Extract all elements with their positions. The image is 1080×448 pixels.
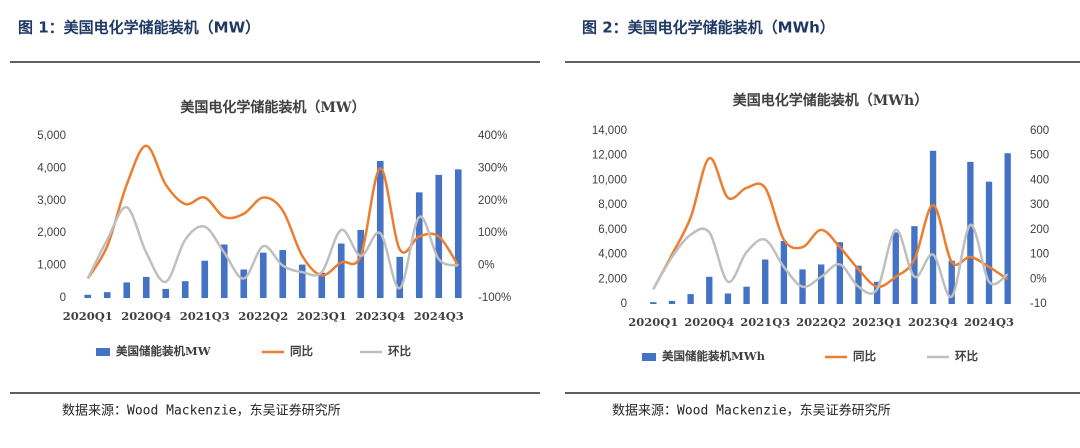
x-tick-label: 2022Q2 xyxy=(796,315,846,329)
y-tick-label: 10,000 xyxy=(592,174,627,186)
chart-title: 美国电化学储能装机（MWh） xyxy=(733,92,928,109)
bar xyxy=(201,260,209,298)
bar xyxy=(687,294,694,304)
x-tick-label: 2024Q3 xyxy=(414,309,464,323)
figure-title: 图 2：美国电化学储能装机（MWh） xyxy=(582,19,835,37)
bar xyxy=(279,250,287,298)
y2-tick-label: 500 xyxy=(1030,150,1049,162)
bar xyxy=(259,252,267,298)
x-tick-label: 2023Q1 xyxy=(297,309,347,323)
bar xyxy=(337,243,345,298)
legend-label: 美国储能装机MWh xyxy=(662,349,766,363)
bar xyxy=(873,281,881,304)
bar xyxy=(706,276,713,304)
x-tick-label: 2020Q4 xyxy=(684,315,734,329)
y2-tick-label: 400 xyxy=(1030,174,1049,186)
bar xyxy=(855,265,862,304)
legend-label: 环比 xyxy=(955,349,978,363)
y-tick-label: 2,000 xyxy=(598,273,627,285)
y2-tick-label: 400% xyxy=(478,130,507,142)
figure-title: 图 1：美国电化学储能装机（MW） xyxy=(18,19,260,37)
legend-label: 同比 xyxy=(290,344,313,358)
y-tick-label: 1,000 xyxy=(37,260,66,272)
legend-label: 环比 xyxy=(388,344,411,358)
y2-tick-label: 300% xyxy=(478,162,507,174)
bar xyxy=(123,282,131,298)
bar xyxy=(162,288,170,298)
y-tick-label: 3,000 xyxy=(37,195,66,207)
y-tick-label: 6,000 xyxy=(598,224,627,236)
x-tick-label: 2021Q3 xyxy=(740,315,790,329)
line xyxy=(652,156,1009,290)
bar xyxy=(911,226,918,304)
source: 数据来源：Wood Mackenzie，东吴证券研究所 xyxy=(62,403,341,419)
y-tick-label: 12,000 xyxy=(592,150,627,162)
y2-tick-label: 300 xyxy=(1030,199,1049,211)
bar xyxy=(298,264,306,298)
x-tick-label: 2021Q3 xyxy=(180,309,230,323)
bar xyxy=(84,294,92,298)
x-tick-label: 2020Q4 xyxy=(121,309,171,323)
y2-tick-label: -10 xyxy=(1030,298,1047,310)
y-tick-label: 2,000 xyxy=(37,227,66,239)
bar xyxy=(220,244,228,298)
source: 数据来源：Wood Mackenzie，东吴证券研究所 xyxy=(612,403,891,419)
legend-swatch xyxy=(96,348,110,356)
chart-title: 美国电化学储能装机（MW） xyxy=(180,99,365,116)
bar xyxy=(892,232,899,304)
bar xyxy=(948,260,955,304)
y-tick-label: 4,000 xyxy=(598,249,627,261)
bar xyxy=(318,272,326,298)
y2-tick-label: 200% xyxy=(478,195,507,207)
y2-tick-label: 100% xyxy=(478,227,507,239)
bar xyxy=(967,161,974,304)
bar xyxy=(376,160,384,298)
y2-tick-label: 100 xyxy=(1030,249,1049,261)
bar xyxy=(103,292,111,298)
bar xyxy=(240,269,248,298)
bar xyxy=(357,229,365,298)
bar xyxy=(780,240,788,304)
bar xyxy=(181,281,189,298)
y-tick-label: 0 xyxy=(621,298,627,310)
y2-tick-label: 200 xyxy=(1030,224,1049,236)
legend-label: 美国储能装机MW xyxy=(116,344,212,358)
x-tick-label: 2024Q3 xyxy=(964,315,1014,329)
y2-tick-label: -100% xyxy=(478,292,511,304)
x-tick-label: 2023Q4 xyxy=(908,315,958,329)
x-tick-label: 2023Q4 xyxy=(355,309,405,323)
bar xyxy=(396,256,404,298)
x-tick-label: 2022Q2 xyxy=(238,309,288,323)
y-tick-label: 8,000 xyxy=(598,199,627,211)
legend-label: 同比 xyxy=(853,349,876,363)
bar xyxy=(929,150,937,304)
legend-swatch xyxy=(642,353,656,361)
line xyxy=(652,223,1009,298)
y2-tick-label: 0% xyxy=(478,260,495,272)
bar xyxy=(743,286,750,304)
bar xyxy=(142,276,150,298)
y-tick-label: 14,000 xyxy=(592,125,627,137)
x-tick-label: 2020Q1 xyxy=(628,315,678,329)
y2-tick-label: 600 xyxy=(1030,125,1049,137)
x-tick-label: 2023Q1 xyxy=(852,315,902,329)
bar xyxy=(818,264,825,304)
x-tick-label: 2020Q1 xyxy=(63,309,113,323)
y2-tick-label: 0% xyxy=(1030,273,1047,285)
bar xyxy=(1004,153,1011,304)
bar xyxy=(985,181,993,304)
bar xyxy=(668,300,676,304)
bar xyxy=(724,293,732,304)
y-tick-label: 5,000 xyxy=(37,130,66,142)
line xyxy=(86,206,459,290)
bar xyxy=(836,242,843,304)
bar xyxy=(762,259,769,304)
y-tick-label: 0 xyxy=(60,292,66,304)
bar xyxy=(454,169,462,298)
bar xyxy=(415,192,423,298)
bar xyxy=(650,302,657,304)
line xyxy=(86,144,460,280)
y-tick-label: 4,000 xyxy=(37,162,66,174)
